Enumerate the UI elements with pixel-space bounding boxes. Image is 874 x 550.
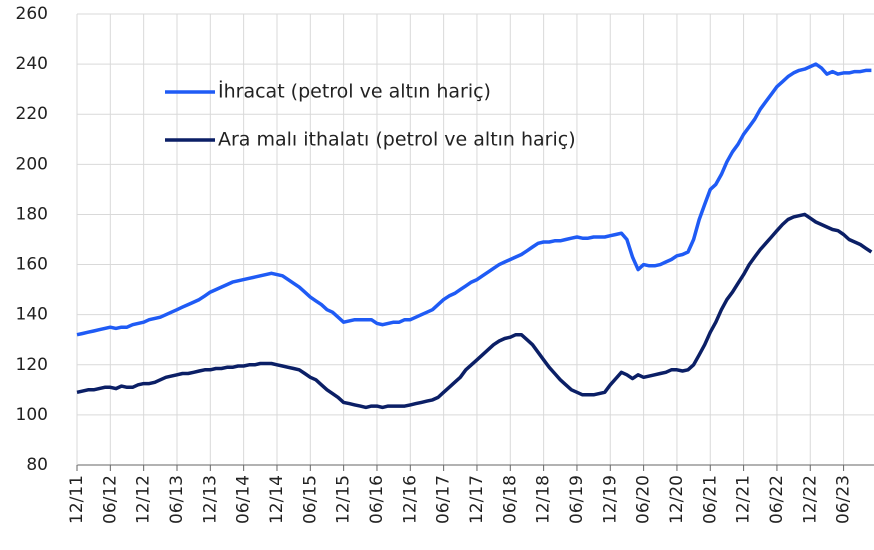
x-tick-label: 06/14 xyxy=(234,475,254,524)
x-tick-label: 06/13 xyxy=(167,475,187,524)
y-tick-label: 180 xyxy=(16,204,48,224)
x-tick-label: 06/15 xyxy=(300,475,320,524)
series-line xyxy=(76,62,872,337)
y-tick-label: 100 xyxy=(16,405,48,425)
x-tick-label: 12/15 xyxy=(334,475,354,524)
y-tick-label: 80 xyxy=(26,455,48,475)
x-tick-label: 12/16 xyxy=(400,475,420,524)
x-tick-label: 12/18 xyxy=(534,475,554,524)
x-tick-label: 12/12 xyxy=(134,475,154,524)
y-tick-label: 160 xyxy=(16,255,48,275)
x-tick-label: 12/11 xyxy=(67,475,87,524)
y-tick-label: 200 xyxy=(16,154,48,174)
x-tick-label: 06/23 xyxy=(834,475,854,524)
x-tick-label: 12/17 xyxy=(467,475,487,524)
x-tick-label: 12/13 xyxy=(200,475,220,524)
y-tick-label: 260 xyxy=(16,4,48,24)
x-tick-label: 12/20 xyxy=(667,475,687,524)
x-tick-label: 06/18 xyxy=(500,475,520,524)
series-line xyxy=(76,212,873,410)
x-tick-label: 12/22 xyxy=(800,475,820,524)
y-tick-label: 240 xyxy=(16,54,48,74)
y-tick-label: 120 xyxy=(16,355,48,375)
x-tick-label: 06/12 xyxy=(100,475,120,524)
legend-label: İhracat (petrol ve altın hariç) xyxy=(218,80,491,103)
x-tick-label: 06/19 xyxy=(567,475,587,524)
x-tick-label: 06/17 xyxy=(434,475,454,524)
x-tick-label: 06/20 xyxy=(634,475,654,524)
x-tick-label: 06/22 xyxy=(767,475,787,524)
y-tick-label: 220 xyxy=(16,104,48,124)
x-tick-label: 12/14 xyxy=(267,475,287,524)
x-tick-label: 12/19 xyxy=(600,475,620,524)
x-tick-label: 12/21 xyxy=(734,475,754,524)
y-tick-label: 140 xyxy=(16,305,48,325)
legend-label: Ara malı ithalatı (petrol ve altın hariç… xyxy=(218,129,576,151)
x-tick-label: 06/16 xyxy=(367,475,387,524)
x-tick-label: 06/21 xyxy=(700,475,720,524)
